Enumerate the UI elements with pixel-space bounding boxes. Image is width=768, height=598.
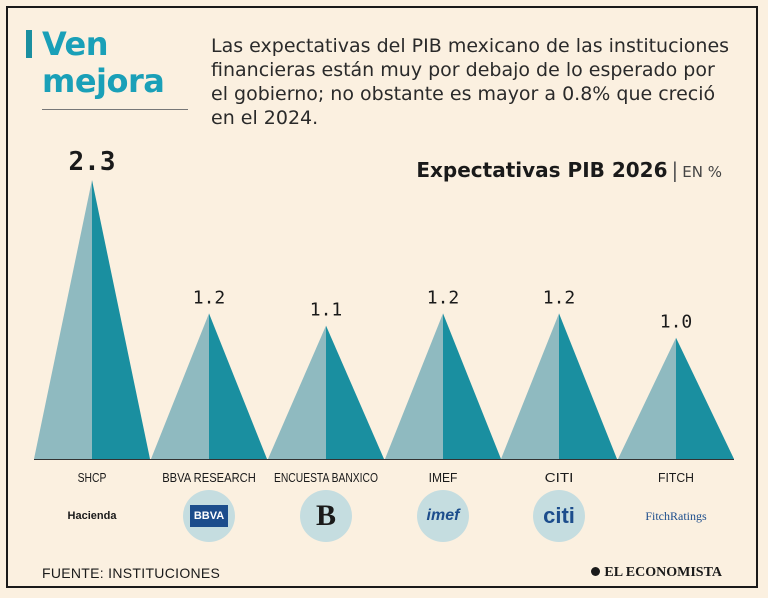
bar-shcp xyxy=(34,180,150,459)
bar-left-face xyxy=(501,313,559,459)
bar-left-face xyxy=(151,313,209,459)
bar-bbva-research xyxy=(151,313,267,459)
value-label: 1.2 xyxy=(427,287,460,308)
chart-title: Expectativas PIB 2026 | EN % xyxy=(416,158,722,182)
fitch-logo-text: FitchRatings xyxy=(645,508,707,523)
brand-dot-icon xyxy=(591,567,601,576)
brand-name: EL ECONOMISTA xyxy=(604,565,722,580)
category-label: BBVA RESEARCH xyxy=(162,470,256,485)
chart-title-separator: | xyxy=(671,158,679,182)
bar-right-face xyxy=(92,180,150,459)
imef-logo-text: imef xyxy=(426,507,460,524)
fitch-logo: FitchRatings xyxy=(628,490,724,542)
headline-divider xyxy=(42,109,188,110)
headline: Ven mejora xyxy=(42,26,192,100)
bar-right-face xyxy=(676,337,734,459)
hacienda-logo-text: Hacienda xyxy=(67,510,117,522)
infographic-frame: Ven mejora Las expectativas del PIB mexi… xyxy=(6,6,758,588)
bar-left-face xyxy=(385,313,443,459)
bar-left-face xyxy=(34,180,92,459)
bar-citi xyxy=(501,313,617,459)
value-label: 1.2 xyxy=(193,287,226,308)
accent-bar xyxy=(26,30,32,58)
value-label: 1.1 xyxy=(310,300,343,321)
citi-logo-text: citi xyxy=(543,503,575,528)
category-label: SHCP xyxy=(78,470,107,485)
category-label: IMEF xyxy=(429,470,458,485)
bar-right-face xyxy=(326,325,384,459)
bar-imef xyxy=(385,313,501,459)
chart-unit: EN % xyxy=(682,163,722,181)
bar-right-face xyxy=(443,313,501,459)
category-label: ENCUESTA BANXICO xyxy=(274,470,378,485)
category-label: FITCH xyxy=(658,470,694,485)
category-label: CITI xyxy=(545,470,574,485)
bar-fitch xyxy=(618,337,734,459)
hacienda-logo: Hacienda xyxy=(44,490,140,542)
bar-encuesta-banxico xyxy=(268,325,384,459)
banxico-logo: B xyxy=(300,490,352,542)
bar-right-face xyxy=(209,313,267,459)
bar-right-face xyxy=(559,313,617,459)
chart-title-main: Expectativas PIB 2026 xyxy=(416,158,668,182)
banxico-logo-text: B xyxy=(315,499,336,532)
bar-left-face xyxy=(268,325,326,459)
value-label: 1.2 xyxy=(543,287,576,308)
source-note: FUENTE: INSTITUCIONES xyxy=(42,565,221,581)
headline-line1: Ven xyxy=(42,25,109,63)
headline-line2: mejora xyxy=(42,62,165,100)
bar-left-face xyxy=(618,337,676,459)
citi-logo: citi xyxy=(533,490,585,542)
intro-text: Las expectativas del PIB mexicano de las… xyxy=(211,35,730,129)
value-label: 1.0 xyxy=(660,312,693,333)
brand-logo: EL ECONOMISTA xyxy=(591,565,722,581)
bbva-logo-text: BBVA xyxy=(189,505,229,527)
imef-logo: imef xyxy=(417,490,469,542)
bbva-logo: BBVA xyxy=(183,490,235,542)
value-label: 2.3 xyxy=(69,147,116,177)
